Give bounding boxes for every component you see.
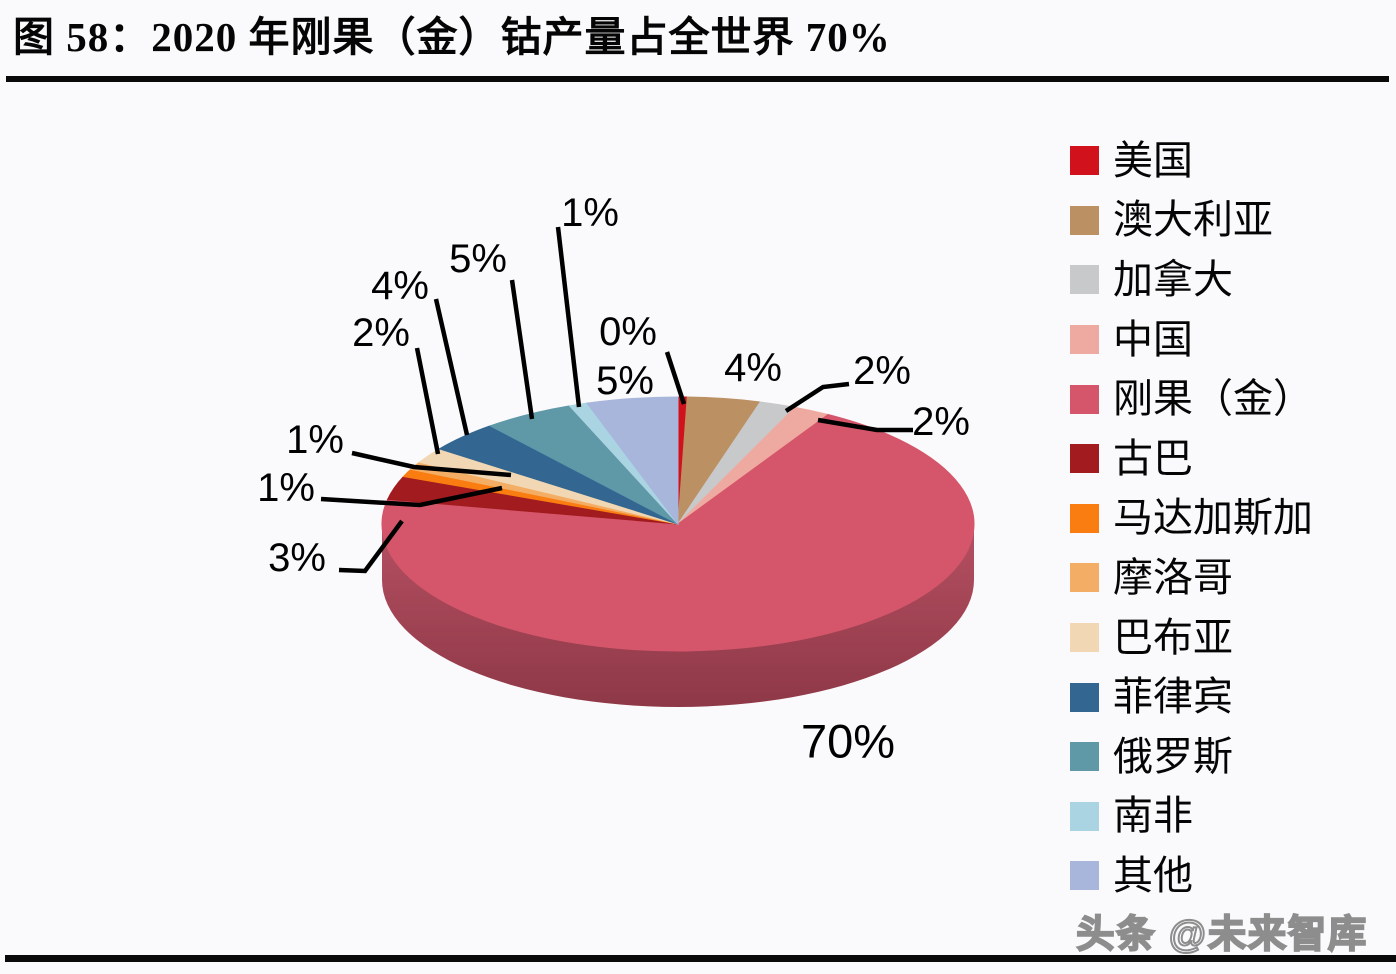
bottom-divider bbox=[5, 955, 1396, 962]
pie-label-4: 70% bbox=[801, 715, 895, 768]
pie-label-3: 2% bbox=[912, 400, 970, 444]
pie-label-5: 3% bbox=[268, 536, 326, 580]
pie-label-10: 5% bbox=[449, 237, 507, 281]
pie-label-9: 4% bbox=[371, 264, 429, 308]
legend-label: 马达加斯加 bbox=[1113, 495, 1313, 541]
pie-label-11: 1% bbox=[561, 191, 619, 235]
legend-label: 菲律宾 bbox=[1113, 674, 1233, 720]
pie-label-0: 0% bbox=[599, 310, 657, 354]
title-divider bbox=[6, 76, 1389, 82]
legend-label: 其他 bbox=[1113, 852, 1193, 898]
legend-label: 美国 bbox=[1113, 137, 1193, 183]
pie-slice-12 bbox=[586, 396, 679, 526]
legend-item-9: 菲律宾 bbox=[1070, 667, 1313, 727]
legend-label: 俄罗斯 bbox=[1113, 733, 1233, 779]
legend-label: 澳大利亚 bbox=[1113, 197, 1273, 243]
legend-swatch bbox=[1070, 503, 1099, 533]
pie-label-12: 5% bbox=[596, 359, 654, 403]
legend-item-0: 美国 bbox=[1070, 131, 1313, 191]
pie-leader-2 bbox=[784, 381, 850, 413]
pie-leader-10 bbox=[509, 279, 535, 420]
figure-title: 图 58：2020 年刚果（金）钴产量占全世界 70% bbox=[13, 14, 891, 60]
pie-leader-3 bbox=[817, 417, 913, 433]
legend-swatch bbox=[1070, 146, 1099, 176]
watermark: 头条 @未来智库 bbox=[1075, 913, 1368, 957]
pie-leader-9 bbox=[433, 298, 470, 436]
legend-label: 摩洛哥 bbox=[1113, 554, 1233, 600]
legend-label: 古巴 bbox=[1113, 435, 1193, 481]
pie-leader-8 bbox=[414, 347, 441, 455]
legend-label: 中国 bbox=[1113, 316, 1193, 362]
legend-swatch bbox=[1070, 861, 1099, 891]
legend-label: 刚果（金） bbox=[1113, 376, 1313, 422]
pie-leader-11 bbox=[555, 226, 582, 408]
legend-swatch bbox=[1070, 205, 1099, 235]
legend-swatch bbox=[1070, 444, 1099, 474]
legend-item-8: 巴布亚 bbox=[1070, 608, 1313, 668]
pie-leader-7 bbox=[351, 450, 512, 478]
pie-side-wall bbox=[382, 524, 974, 707]
legend-item-4: 刚果（金） bbox=[1070, 369, 1313, 429]
pie-leader-6 bbox=[320, 485, 503, 508]
pie-label-2: 2% bbox=[853, 349, 911, 393]
legend-swatch bbox=[1070, 384, 1099, 414]
legend-swatch bbox=[1070, 801, 1099, 831]
legend-swatch bbox=[1070, 563, 1099, 593]
legend-item-12: 其他 bbox=[1070, 846, 1313, 906]
legend-item-1: 澳大利亚 bbox=[1070, 191, 1313, 251]
pie-3d-chart: 0%4% 2%2%70%3%1%1%2%4%5%1%5% bbox=[257, 191, 975, 768]
pie-label-8: 2% bbox=[352, 311, 410, 355]
legend-item-5: 古巴 bbox=[1070, 429, 1313, 489]
pie-slice-4 bbox=[381, 413, 975, 652]
legend-label: 巴布亚 bbox=[1113, 614, 1233, 660]
legend-item-11: 南非 bbox=[1070, 787, 1313, 847]
legend-swatch bbox=[1070, 742, 1099, 772]
legend-label: 南非 bbox=[1113, 793, 1193, 839]
legend-swatch bbox=[1070, 682, 1099, 712]
pie-label-1: 4% bbox=[724, 346, 782, 390]
pie-leader-5 bbox=[338, 519, 404, 574]
legend-item-6: 马达加斯加 bbox=[1070, 489, 1313, 549]
pie-label-7: 1% bbox=[286, 418, 344, 462]
legend-item-10: 俄罗斯 bbox=[1070, 727, 1313, 787]
legend-swatch bbox=[1070, 265, 1099, 295]
legend-swatch bbox=[1070, 325, 1099, 355]
pie-leader-0 bbox=[664, 351, 687, 405]
legend-swatch bbox=[1070, 623, 1099, 653]
legend-label: 加拿大 bbox=[1113, 256, 1233, 302]
pie-label-6: 1% bbox=[257, 466, 315, 510]
legend-item-3: 中国 bbox=[1070, 310, 1313, 370]
legend-item-2: 加拿大 bbox=[1070, 250, 1313, 310]
legend: 美国澳大利亚加拿大中国刚果（金） 古巴马达加斯加摩洛哥巴布亚菲律宾俄罗斯南非其他 bbox=[1070, 131, 1313, 906]
legend-item-7: 摩洛哥 bbox=[1070, 548, 1313, 608]
